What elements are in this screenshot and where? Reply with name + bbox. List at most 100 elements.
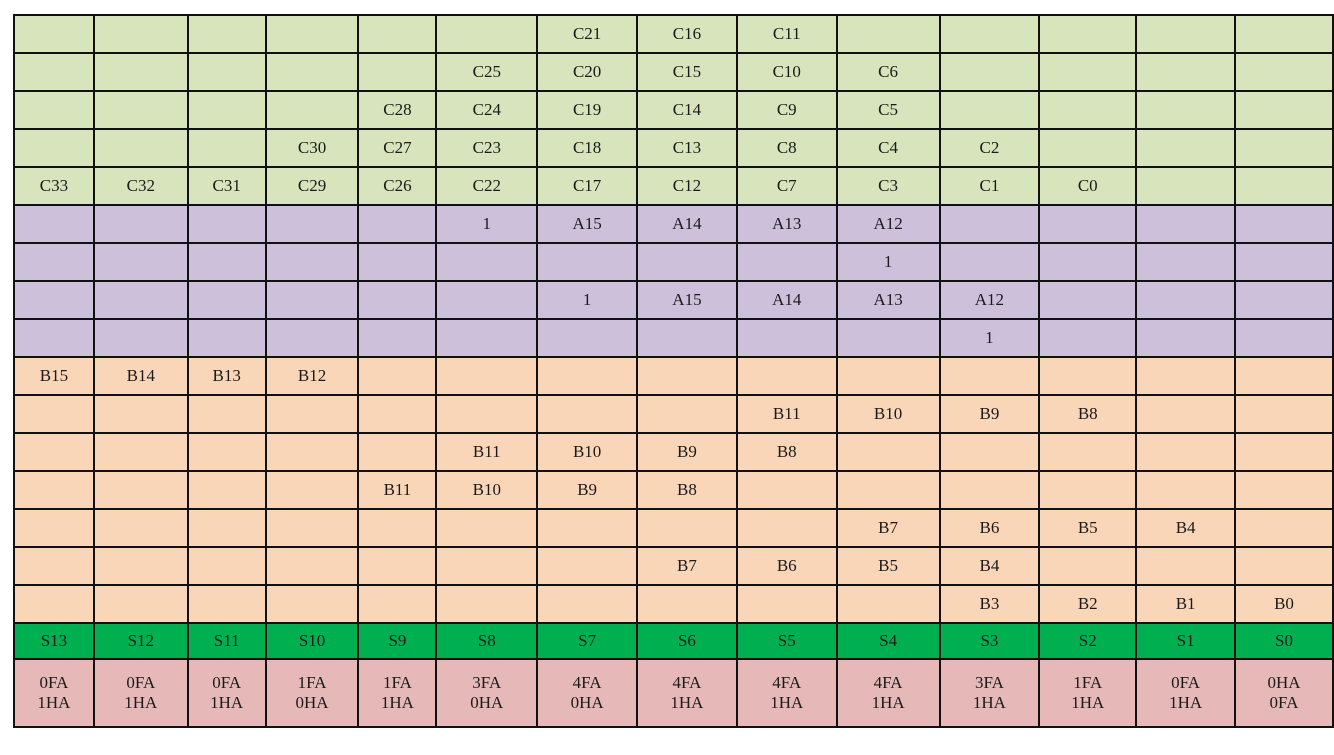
table-cell xyxy=(13,128,95,168)
table-cell xyxy=(264,508,360,548)
table-cell: B9 xyxy=(636,432,738,472)
a-row: 1 A15 A14 A13 A12 xyxy=(13,280,1334,320)
table-cell: 3FA 0HA xyxy=(435,658,539,728)
table-cell xyxy=(536,318,639,358)
table-cell xyxy=(1234,470,1334,510)
table-cell: B10 xyxy=(835,394,941,434)
table-cell xyxy=(264,52,360,92)
table-cell xyxy=(13,394,95,434)
table-cell: B0 xyxy=(1234,584,1334,624)
table-cell xyxy=(1038,242,1138,282)
table-cell: C10 xyxy=(735,52,838,92)
table-cell xyxy=(636,584,738,624)
table-cell: S4 xyxy=(835,622,941,660)
table-cell: C3 xyxy=(835,166,941,206)
c-row: C21 C16 C11 xyxy=(13,14,1334,54)
table-cell: S6 xyxy=(636,622,738,660)
table-cell xyxy=(92,204,189,244)
table-cell xyxy=(835,318,941,358)
table-cell xyxy=(13,52,95,92)
cell-line: 1HA xyxy=(1169,693,1203,712)
cell-line: 0FA xyxy=(212,673,242,692)
table-cell xyxy=(1135,470,1237,510)
table-cell: B11 xyxy=(735,394,838,434)
table-cell xyxy=(1135,128,1237,168)
cell-line: 0FA xyxy=(126,673,156,692)
table-cell xyxy=(357,242,438,282)
s-row: S13 S12 S11 S10 S9 S8 S7 S6 S5 S4 S3 S2 S1 S0 xyxy=(13,622,1334,660)
table-cell xyxy=(186,90,267,130)
table-cell xyxy=(92,242,189,282)
table-cell: 0HA 0FA xyxy=(1234,658,1334,728)
table-cell xyxy=(536,394,639,434)
table-cell: 4FA 1HA xyxy=(835,658,941,728)
table-cell: 0FA 1HA xyxy=(92,658,189,728)
b-row: B11 B10 B9 B8 xyxy=(13,470,1334,510)
table-cell: C26 xyxy=(357,166,438,206)
table-cell: A13 xyxy=(735,204,838,244)
cell-line: 4FA xyxy=(873,673,903,692)
table-cell xyxy=(13,14,95,54)
table-cell xyxy=(1135,318,1237,358)
table-cell: 1FA 1HA xyxy=(1038,658,1138,728)
table-cell xyxy=(1038,318,1138,358)
table-cell xyxy=(435,356,539,396)
table-cell xyxy=(264,394,360,434)
table-cell xyxy=(435,280,539,320)
table-cell: S12 xyxy=(92,622,189,660)
table-cell: C24 xyxy=(435,90,539,130)
table-cell xyxy=(1234,546,1334,586)
table-cell xyxy=(938,242,1041,282)
cell-line: 1FA xyxy=(382,673,412,692)
table-cell xyxy=(1234,356,1334,396)
table-cell xyxy=(835,356,941,396)
table-cell xyxy=(13,546,95,586)
table-cell: B9 xyxy=(938,394,1041,434)
cell-line: 3FA xyxy=(472,673,502,692)
table-cell: C25 xyxy=(435,52,539,92)
table-cell: C8 xyxy=(735,128,838,168)
cell-line: 0HA xyxy=(470,693,504,712)
table-cell: 1FA 0HA xyxy=(264,658,360,728)
table-cell xyxy=(536,546,639,586)
c-row: C33 C32 C31 C29 C26 C22 C17 C12 C7 C3 C1 C0 xyxy=(13,166,1334,206)
table-cell: C14 xyxy=(636,90,738,130)
table-cell: 0FA 1HA xyxy=(13,658,95,728)
cell-line: 4FA xyxy=(772,673,802,692)
table-cell xyxy=(435,584,539,624)
table-cell xyxy=(92,14,189,54)
table-cell xyxy=(186,52,267,92)
table-cell xyxy=(1038,280,1138,320)
table-cell: C28 xyxy=(357,90,438,130)
table-cell xyxy=(636,508,738,548)
table-cell xyxy=(1135,14,1237,54)
table-cell xyxy=(938,470,1041,510)
table-cell xyxy=(435,242,539,282)
table-cell xyxy=(186,508,267,548)
table-cell: B10 xyxy=(435,470,539,510)
table-cell: 4FA 0HA xyxy=(536,658,639,728)
table-cell: C31 xyxy=(186,166,267,206)
table-cell xyxy=(435,14,539,54)
table-cell: C1 xyxy=(938,166,1041,206)
table-cell: B7 xyxy=(636,546,738,586)
table-cell xyxy=(186,584,267,624)
table-cell: C6 xyxy=(835,52,941,92)
table-cell: 0FA 1HA xyxy=(1135,658,1237,728)
table-cell xyxy=(357,14,438,54)
table-cell: S10 xyxy=(264,622,360,660)
b-row: B11 B10 B9 B8 xyxy=(13,432,1334,472)
table-cell xyxy=(264,204,360,244)
table-cell: B6 xyxy=(735,546,838,586)
table-cell xyxy=(13,90,95,130)
cell-line: 1HA xyxy=(210,693,244,712)
table-cell xyxy=(1135,90,1237,130)
table-cell: C21 xyxy=(536,14,639,54)
table-cell: C30 xyxy=(264,128,360,168)
table-cell xyxy=(186,280,267,320)
table-cell xyxy=(1135,356,1237,396)
table-cell xyxy=(357,280,438,320)
table-cell xyxy=(264,470,360,510)
table-cell xyxy=(1234,318,1334,358)
table-cell: C5 xyxy=(835,90,941,130)
